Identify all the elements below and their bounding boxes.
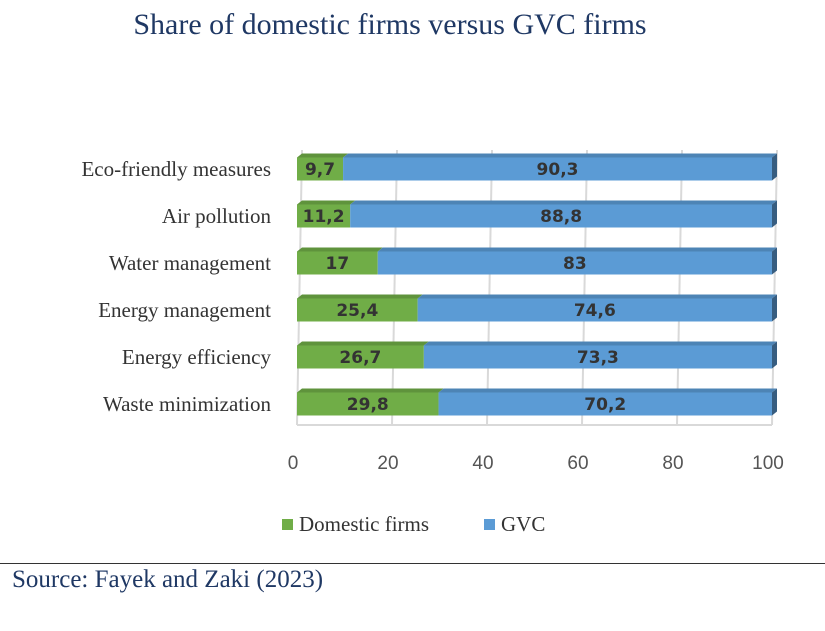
bar-top-face [297, 341, 429, 346]
bar-gvc [377, 251, 772, 275]
category-label: Waste minimization [103, 392, 272, 416]
bar-gvc [417, 298, 772, 322]
bar-gvc [343, 157, 772, 181]
bar-domestic [297, 251, 378, 275]
bar-side-face [772, 294, 777, 322]
data-label: 11,2 [303, 207, 345, 227]
bar-top-face [423, 341, 777, 346]
bar-side-face [772, 200, 777, 228]
bar-side-face [772, 153, 777, 181]
bar-top-face [297, 200, 356, 205]
data-label: 73,3 [577, 348, 619, 368]
bar-domestic [297, 157, 344, 181]
bar-top-face [377, 247, 777, 252]
category-label: Energy management [98, 298, 271, 322]
bar-domestic [297, 392, 439, 416]
data-label: 26,7 [339, 348, 381, 368]
legend-swatch [282, 519, 293, 530]
bar-top-face [438, 388, 777, 393]
category-label: Water management [109, 251, 271, 275]
data-label: 83 [563, 254, 587, 274]
category-labels: Eco-friendly measures Air pollution Water … [81, 157, 271, 416]
data-label: 17 [326, 254, 350, 274]
bar-gvc [423, 345, 772, 369]
bar-top-face [417, 294, 777, 299]
data-label: 25,4 [336, 301, 378, 321]
data-label: 29,8 [347, 395, 389, 415]
data-label: 74,6 [574, 301, 616, 321]
gridline [581, 149, 588, 426]
legend-label: Domestic firms [299, 512, 429, 536]
data-label: 90,3 [537, 160, 579, 180]
data-label: 70,2 [584, 395, 626, 415]
bar-domestic [297, 204, 351, 228]
bar-gvc [350, 204, 772, 228]
x-tick-label: 60 [567, 453, 588, 474]
x-tick-label: 100 [752, 453, 784, 474]
gridline [676, 149, 683, 426]
bar-side-face [772, 247, 777, 275]
bar-top-face [350, 200, 777, 205]
data-label: 88,8 [540, 207, 582, 227]
legend-swatch [484, 519, 495, 530]
bar-domestic [297, 298, 418, 322]
source-divider [0, 563, 825, 564]
bars: 9,7 90,3 11,2 88,8 17 83 25,4 74,6 26,7 73,3 29,8 7… [297, 153, 777, 416]
legend-label: GVC [501, 512, 545, 536]
data-label: 9,7 [305, 160, 335, 180]
x-tick-label: 0 [288, 453, 299, 474]
x-tick-label: 20 [377, 453, 398, 474]
stacked-bar-chart: 9,7 90,3 11,2 88,8 17 83 25,4 74,6 26,7 73,3 29,8 7… [81, 149, 784, 536]
bar-gvc [438, 392, 772, 416]
bar-top-face [297, 294, 423, 299]
source-note: Source: Fayek and Zaki (2023) [12, 566, 324, 593]
chart-title: Share of domestic firms versus GVC firms [133, 8, 647, 41]
category-label: Energy efficiency [122, 345, 272, 369]
gridline [391, 149, 398, 426]
gridline [771, 149, 778, 426]
x-tick-label: 40 [472, 453, 493, 474]
bar-top-face [297, 153, 349, 158]
bar-side-face [772, 388, 777, 416]
x-tick-label: 80 [662, 453, 683, 474]
bar-top-face [343, 153, 777, 158]
category-label: Air pollution [162, 204, 272, 228]
category-label: Eco-friendly measures [81, 157, 271, 181]
bar-domestic [297, 345, 424, 369]
gridline [296, 149, 303, 426]
bar-top-face [297, 247, 383, 252]
legend: Domestic firms GVC [282, 512, 545, 536]
x-axis-tick-labels: 0 20 40 60 80 100 [288, 453, 784, 474]
gridlines [296, 149, 778, 426]
bar-top-face [297, 388, 444, 393]
gridline [486, 149, 493, 426]
bar-side-face [772, 341, 777, 369]
